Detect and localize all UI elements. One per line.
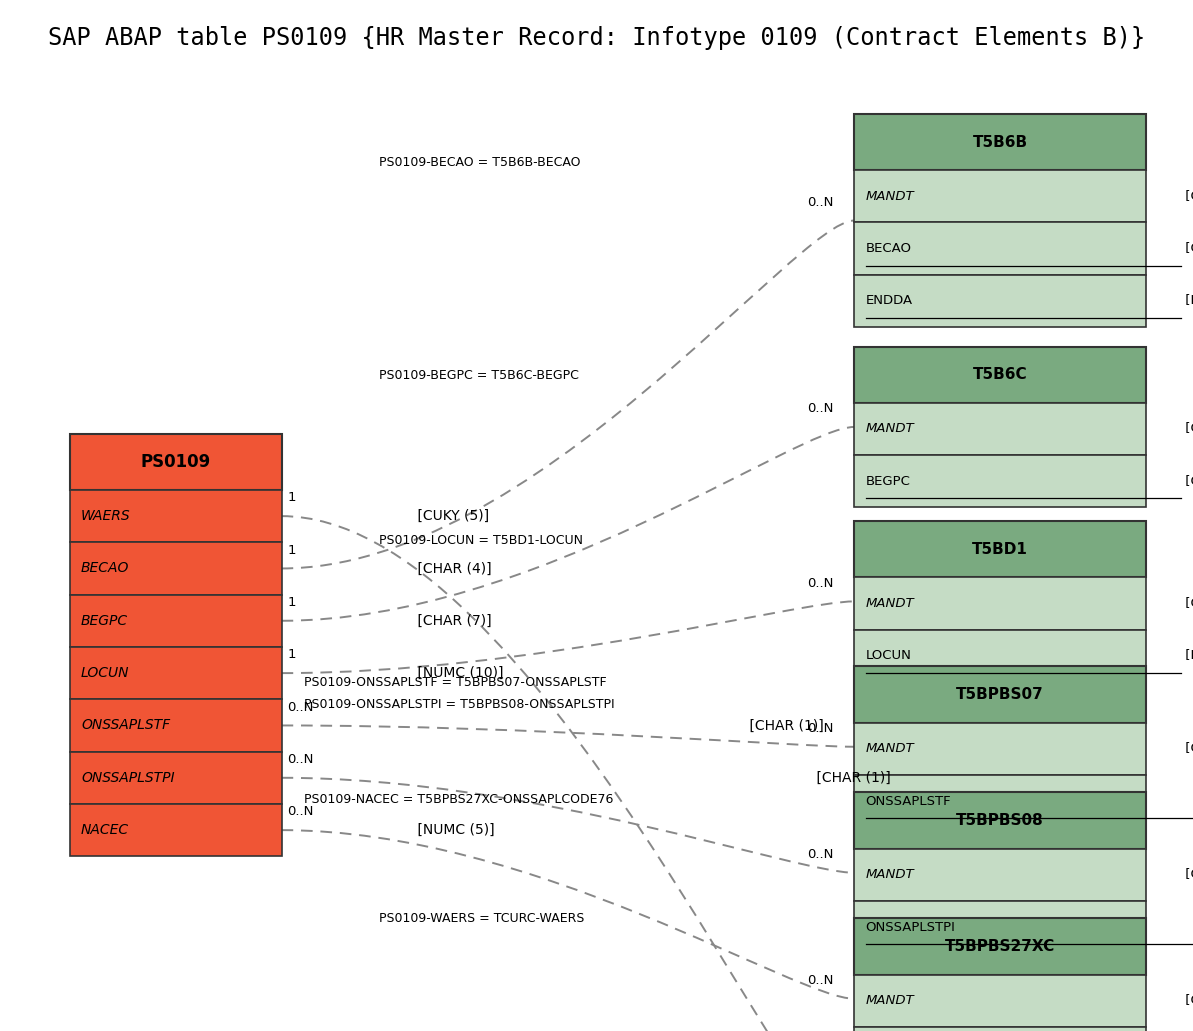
- Text: MANDT: MANDT: [866, 868, 914, 882]
- Text: LOCUN: LOCUN: [866, 650, 911, 662]
- Text: T5B6B: T5B6B: [972, 134, 1028, 149]
- Text: BEGPC: BEGPC: [81, 613, 129, 628]
- Bar: [854, 275, 1146, 327]
- Text: [CLNT (3)]: [CLNT (3)]: [1181, 423, 1193, 435]
- Bar: [854, 849, 1146, 901]
- Bar: [69, 434, 282, 490]
- Bar: [854, 775, 1146, 827]
- Text: [CHAR (7)]: [CHAR (7)]: [1181, 474, 1193, 488]
- Text: ENDDA: ENDDA: [866, 295, 913, 307]
- Text: PS0109: PS0109: [141, 453, 211, 471]
- Bar: [854, 521, 1146, 577]
- Text: PS0109-ONSSAPLSTPI = T5BPBS08-ONSSAPLSTPI: PS0109-ONSSAPLSTPI = T5BPBS08-ONSSAPLSTP…: [304, 698, 616, 710]
- Text: 1: 1: [288, 492, 296, 504]
- Text: BECAO: BECAO: [81, 562, 130, 575]
- Text: [DATS (8)]: [DATS (8)]: [1181, 295, 1193, 307]
- Bar: [854, 666, 1146, 723]
- Text: ONSSAPLSTPI: ONSSAPLSTPI: [866, 921, 956, 933]
- Bar: [69, 542, 282, 595]
- Bar: [69, 647, 282, 699]
- Text: [CHAR (7)]: [CHAR (7)]: [413, 613, 492, 628]
- Text: 0..N: 0..N: [808, 974, 834, 987]
- Text: 1: 1: [288, 648, 296, 662]
- Bar: [69, 804, 282, 857]
- Text: [CHAR (1)]: [CHAR (1)]: [746, 719, 824, 732]
- Text: ONSSAPLSTF: ONSSAPLSTF: [866, 795, 951, 807]
- Text: 1: 1: [288, 543, 296, 557]
- Text: [CLNT (3)]: [CLNT (3)]: [1181, 868, 1193, 882]
- Text: MANDT: MANDT: [866, 423, 914, 435]
- Bar: [854, 792, 1146, 849]
- Bar: [854, 455, 1146, 507]
- Bar: [69, 699, 282, 752]
- Text: T5BPBS08: T5BPBS08: [957, 812, 1044, 828]
- Text: ONSSAPLSTPI: ONSSAPLSTPI: [81, 771, 174, 785]
- Bar: [854, 974, 1146, 1027]
- Text: MANDT: MANDT: [866, 597, 914, 610]
- Text: [CHAR (4)]: [CHAR (4)]: [1181, 242, 1193, 255]
- Text: [CLNT (3)]: [CLNT (3)]: [1181, 190, 1193, 203]
- Text: PS0109-NACEC = T5BPBS27XC-ONSSAPLCODE76: PS0109-NACEC = T5BPBS27XC-ONSSAPLCODE76: [304, 793, 614, 805]
- Text: 0..N: 0..N: [808, 576, 834, 590]
- Bar: [854, 403, 1146, 455]
- Bar: [854, 919, 1146, 974]
- Text: 0..N: 0..N: [808, 196, 834, 209]
- Bar: [854, 723, 1146, 775]
- Text: MANDT: MANDT: [866, 994, 914, 1007]
- Bar: [854, 577, 1146, 630]
- Bar: [854, 1027, 1146, 1031]
- Text: PS0109-ONSSAPLSTF = T5BPBS07-ONSSAPLSTF: PS0109-ONSSAPLSTF = T5BPBS07-ONSSAPLSTF: [304, 676, 607, 690]
- Bar: [854, 170, 1146, 223]
- Text: PS0109-BECAO = T5B6B-BECAO: PS0109-BECAO = T5B6B-BECAO: [379, 156, 581, 169]
- Text: ONSSAPLSTF: ONSSAPLSTF: [81, 719, 171, 732]
- Text: [CLNT (3)]: [CLNT (3)]: [1181, 742, 1193, 756]
- Text: BECAO: BECAO: [866, 242, 911, 255]
- Text: [CLNT (3)]: [CLNT (3)]: [1181, 994, 1193, 1007]
- Text: LOCUN: LOCUN: [81, 666, 130, 680]
- Text: WAERS: WAERS: [81, 509, 131, 523]
- Bar: [854, 113, 1146, 170]
- Text: 0..N: 0..N: [288, 805, 314, 819]
- Text: T5BPBS27XC: T5BPBS27XC: [945, 939, 1056, 954]
- Bar: [854, 901, 1146, 954]
- Text: [CHAR (1)]: [CHAR (1)]: [811, 771, 890, 785]
- Text: [CLNT (3)]: [CLNT (3)]: [1181, 597, 1193, 610]
- Bar: [69, 595, 282, 647]
- Bar: [854, 346, 1146, 403]
- Text: MANDT: MANDT: [866, 190, 914, 203]
- Text: [NUMC (10)]: [NUMC (10)]: [413, 666, 503, 680]
- Text: 0..N: 0..N: [288, 754, 314, 766]
- Text: [CHAR (4)]: [CHAR (4)]: [413, 562, 492, 575]
- Text: 0..N: 0..N: [808, 722, 834, 735]
- Text: SAP ABAP table PS0109 {HR Master Record: Infotype 0109 (Contract Elements B)}: SAP ABAP table PS0109 {HR Master Record:…: [48, 26, 1145, 49]
- Text: T5BPBS07: T5BPBS07: [957, 687, 1044, 702]
- Text: [NUMC (5)]: [NUMC (5)]: [413, 823, 495, 837]
- Text: [NUMC (10)]: [NUMC (10)]: [1181, 650, 1193, 662]
- Text: 0..N: 0..N: [808, 849, 834, 861]
- Text: 0..N: 0..N: [808, 402, 834, 415]
- Text: PS0109-LOCUN = T5BD1-LOCUN: PS0109-LOCUN = T5BD1-LOCUN: [379, 534, 583, 546]
- Bar: [854, 223, 1146, 275]
- Text: 1: 1: [288, 596, 296, 609]
- Text: T5B6C: T5B6C: [973, 367, 1027, 383]
- Text: 0..N: 0..N: [288, 701, 314, 713]
- Text: T5BD1: T5BD1: [972, 541, 1028, 557]
- Text: BEGPC: BEGPC: [866, 474, 910, 488]
- Bar: [854, 630, 1146, 681]
- Text: MANDT: MANDT: [866, 742, 914, 756]
- Text: PS0109-BEGPC = T5B6C-BEGPC: PS0109-BEGPC = T5B6C-BEGPC: [379, 369, 579, 383]
- Bar: [69, 752, 282, 804]
- Text: NACEC: NACEC: [81, 823, 129, 837]
- Bar: [69, 490, 282, 542]
- Text: [CUKY (5)]: [CUKY (5)]: [413, 509, 489, 523]
- Text: PS0109-WAERS = TCURC-WAERS: PS0109-WAERS = TCURC-WAERS: [379, 911, 585, 925]
